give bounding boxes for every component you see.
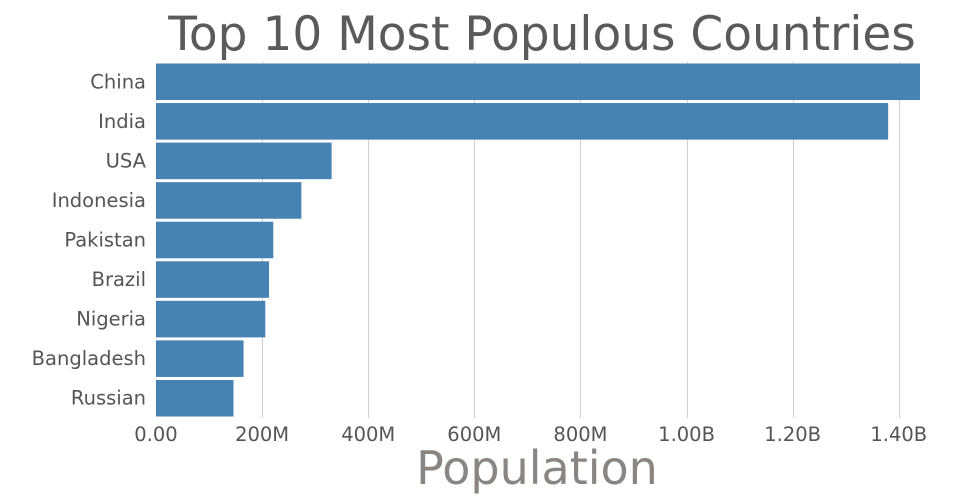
category-label-russian: Russian	[71, 387, 146, 410]
category-label-usa: USA	[106, 149, 147, 172]
category-label-china: China	[90, 70, 146, 93]
bar-bangladesh[interactable]	[156, 340, 244, 377]
x-tick-label: 1.00B	[658, 423, 715, 446]
x-tick-label: 800M	[553, 423, 607, 446]
x-tick-label: 200M	[235, 423, 289, 446]
category-label-indonesia: Indonesia	[52, 189, 146, 212]
x-tick-label: 1.20B	[764, 423, 821, 446]
bar-india[interactable]	[156, 103, 889, 140]
category-label-pakistan: Pakistan	[64, 229, 146, 252]
x-axis-title: Population	[416, 441, 658, 495]
bar-china[interactable]	[156, 63, 920, 101]
x-tick-label: 600M	[447, 423, 501, 446]
bar-nigeria[interactable]	[156, 300, 266, 338]
category-label-brazil: Brazil	[92, 268, 146, 291]
x-tick-label: 400M	[341, 423, 395, 446]
bar-russian[interactable]	[156, 379, 234, 417]
category-label-nigeria: Nigeria	[76, 308, 146, 331]
category-label-bangladesh: Bangladesh	[32, 347, 146, 370]
bar-usa[interactable]	[156, 142, 332, 180]
x-tick-label: 1.40B	[870, 423, 927, 446]
x-tick-label: 0.00	[134, 423, 177, 446]
bar-pakistan[interactable]	[156, 221, 274, 259]
category-labels: China India USA Indonesia Pakistan Brazil Nige…	[32, 70, 147, 409]
chart-title: Top 10 Most Populous Countries	[167, 7, 916, 62]
bar-brazil[interactable]	[156, 261, 270, 298]
x-tick-labels: 0.00 200M 400M 600M 800M 1.00B 1.20B 1.40B	[134, 423, 927, 446]
bars	[156, 63, 920, 417]
bar-indonesia[interactable]	[156, 182, 302, 219]
category-label-india: India	[98, 110, 146, 133]
